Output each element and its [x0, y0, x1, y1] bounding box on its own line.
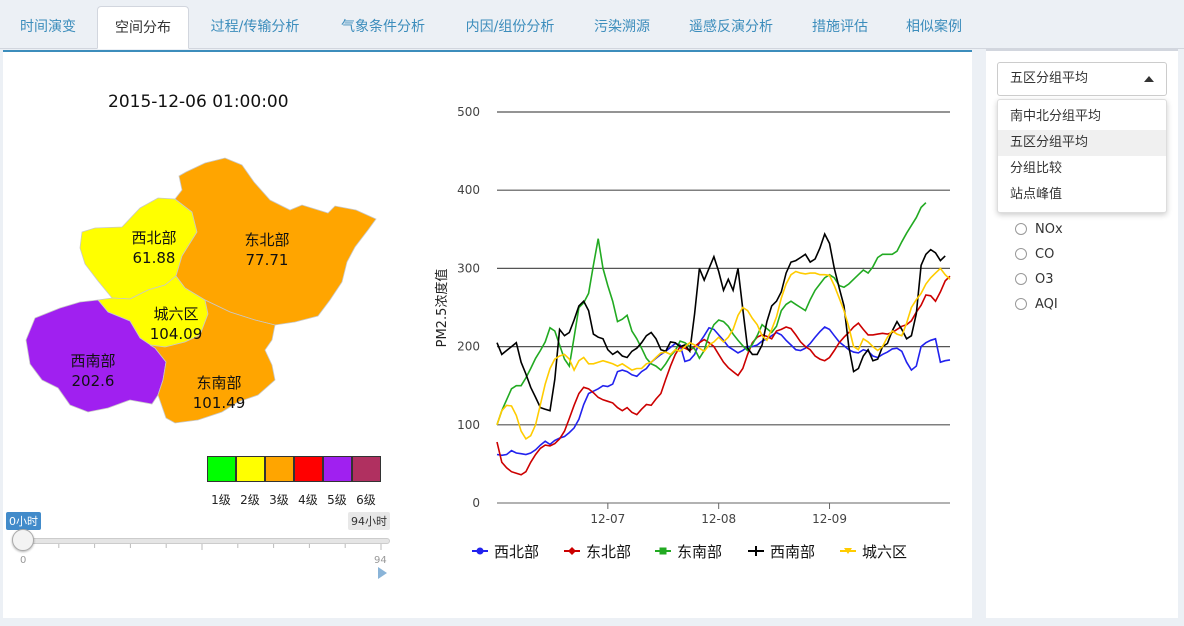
series-line-1: [496, 275, 951, 476]
legend-swatch-5: [323, 456, 352, 482]
radio-o3[interactable]: O3: [1015, 270, 1054, 290]
legend-swatch-1: [207, 456, 236, 482]
series-line-3: [496, 231, 946, 412]
legend-swatch-3: [265, 456, 294, 482]
chart-y-tick-label: 100: [457, 418, 480, 432]
chart-x-tick-label: 12-07: [590, 512, 625, 526]
radio-co-label: CO: [1035, 247, 1055, 262]
legend-series-name-0[interactable]: 西北部: [494, 543, 539, 561]
region-southeast[interactable]: [149, 299, 276, 424]
tab-bar: 时间演变 空间分布 过程/传输分析 气象条件分析 内因/组份分析 污染溯源 遥感…: [0, 0, 1184, 49]
region-label-central-name: 城六区: [153, 305, 198, 323]
legend-swatch-6: [352, 456, 381, 482]
region-label-southwest-value: 202.6: [72, 372, 115, 390]
region-label-northeast-value: 77.71: [246, 251, 289, 269]
legend-label-2: 2级: [240, 493, 260, 507]
tab-composition[interactable]: 内因/组份分析: [465, 19, 555, 35]
tab-similar-cases[interactable]: 相似案例: [906, 19, 962, 35]
region-label-southeast-name: 东南部: [196, 374, 241, 392]
radio-circle-icon[interactable]: [1015, 298, 1027, 310]
legend-series-name-4[interactable]: 城六区: [862, 543, 907, 561]
map-timestamp: 2015-12-06 01:00:00: [108, 92, 289, 112]
group-select-dropdown: 南中北分组平均 五区分组平均 分组比较 站点峰值: [997, 99, 1167, 213]
tab-remote-sensing[interactable]: 遥感反演分析: [689, 19, 773, 35]
radio-circle-icon[interactable]: [1015, 273, 1027, 285]
legend-series-name-1[interactable]: 东北部: [586, 543, 631, 561]
slider-min-tick: 0: [20, 555, 27, 566]
radio-circle-icon[interactable]: [1015, 248, 1027, 260]
option-group-compare[interactable]: 分组比较: [1010, 161, 1063, 176]
chart-x-tick-label: 12-09: [812, 512, 847, 526]
legend-marker-4: [844, 548, 852, 554]
chart-y-tick-label: 200: [457, 340, 480, 354]
series-line-2: [496, 202, 927, 426]
legend-swatch-4: [294, 456, 323, 482]
caret-up-icon: [1144, 76, 1154, 82]
legend-marker-1: [568, 547, 576, 555]
pm25-line-chart: 0 100 200 300 400 500 12-07 12-08 12-09 PM2.5浓度…: [434, 105, 951, 561]
play-icon[interactable]: [378, 567, 387, 579]
option-five-district[interactable]: 五区分组平均: [998, 130, 1166, 156]
tab-meteorology[interactable]: 气象条件分析: [341, 19, 425, 35]
tab-measure-evaluation[interactable]: 措施评估: [812, 19, 868, 35]
legend-label-6: 6级: [356, 493, 376, 507]
region-label-northeast-name: 东北部: [244, 231, 289, 249]
group-select-value: 五区分组平均: [1010, 71, 1089, 86]
legend-marker-3: [751, 546, 761, 556]
region-label-northwest-name: 西北部: [131, 229, 176, 247]
tab-spatial-distribution[interactable]: 空间分布: [97, 6, 189, 49]
slider-value-label: 0小时: [6, 512, 41, 530]
chart-y-tick-label: 300: [457, 261, 480, 275]
time-slider-handle[interactable]: [12, 529, 34, 551]
radio-aqi[interactable]: AQI: [1015, 295, 1058, 315]
chart-y-axis-label: PM2.5浓度值: [434, 269, 450, 348]
radio-aqi-label: AQI: [1035, 297, 1058, 312]
chart-y-tick-label: 500: [457, 105, 480, 119]
beijing-map: 西北部 61.88 东北部 77.71 城六区 104.09 西南部 202.6…: [25, 157, 377, 424]
series-line-0: [496, 326, 951, 457]
radio-o3-label: O3: [1035, 272, 1054, 287]
legend-series-name-3[interactable]: 西南部: [770, 543, 815, 561]
group-select[interactable]: 五区分组平均: [997, 62, 1167, 96]
chart-y-tick-label: 400: [457, 183, 480, 197]
tab-time-evolution[interactable]: 时间演变: [20, 19, 76, 35]
option-north-central-south[interactable]: 南中北分组平均: [1010, 109, 1102, 124]
legend-marker-2: [659, 547, 667, 555]
region-label-central-value: 104.09: [150, 325, 203, 343]
legend-marker-0: [476, 547, 484, 555]
tab-source-tracing[interactable]: 污染溯源: [594, 19, 650, 35]
region-label-southwest-name: 西南部: [70, 352, 115, 370]
radio-nox[interactable]: NOx: [1015, 220, 1063, 240]
legend-label-1: 1级: [211, 493, 231, 507]
region-label-northwest-value: 61.88: [133, 249, 176, 267]
region-label-southeast-value: 101.49: [193, 394, 246, 412]
legend-label-3: 3级: [269, 493, 289, 507]
chart-x-tick-label: 12-08: [701, 512, 736, 526]
legend-label-5: 5级: [327, 493, 347, 507]
tab-process-transport[interactable]: 过程/传输分析: [210, 19, 300, 35]
legend-label-4: 4级: [298, 493, 318, 507]
radio-circle-icon[interactable]: [1015, 223, 1027, 235]
radio-nox-label: NOx: [1035, 222, 1063, 237]
chart-y-tick-label: 0: [472, 496, 480, 510]
series-line-4: [496, 267, 951, 441]
legend-swatch-2: [236, 456, 265, 482]
slider-max-tick: 94: [374, 555, 387, 566]
radio-co[interactable]: CO: [1015, 245, 1054, 265]
region-northeast[interactable]: [174, 157, 377, 326]
option-station-peak[interactable]: 站点峰值: [1010, 187, 1063, 202]
legend-series-name-2[interactable]: 东南部: [677, 543, 722, 561]
slider-max-label: 94小时: [348, 512, 390, 530]
